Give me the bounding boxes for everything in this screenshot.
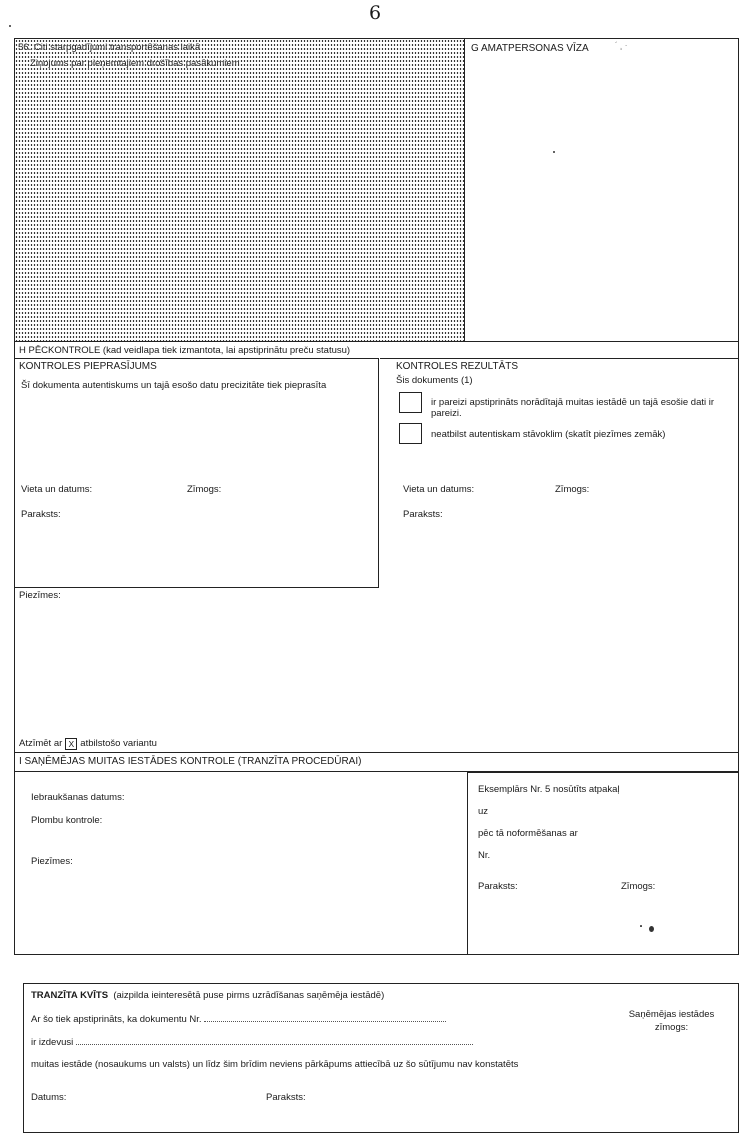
place-date-label: Vieta un datums:	[21, 484, 93, 495]
control-request-body: Šī dokumenta autentiskums un tajā esošo …	[21, 380, 327, 391]
result-checkbox-not-authentic[interactable]	[399, 423, 422, 444]
copy-returned-line3: pēc tā noformēšanas ar	[478, 828, 578, 839]
scan-artifact: ´ ¸ ·	[615, 41, 628, 50]
result-option-correct-label: ir pareizi apstiprināts norādītajā muita…	[431, 397, 715, 419]
hatched-box-56: 56. Citi starpgadījumi transportēšanas l…	[15, 39, 465, 341]
control-result-title: KONTROLES REZULTĀTS	[396, 361, 519, 372]
control-request-box: KONTROLES PIEPRASĪJUMS Šī dokumenta aute…	[15, 358, 379, 588]
result-checkbox-correct[interactable]	[399, 392, 422, 413]
control-result-intro: Šis dokuments (1)	[396, 375, 473, 386]
result-option-not-authentic-label: neatbilst autentiskam stāvoklim (skatīt …	[431, 429, 666, 440]
copy-returned-line4: Nr.	[478, 850, 491, 861]
box56-title: 56. Citi starpgadījumi transportēšanas l…	[18, 42, 201, 53]
receipt-line2: ir izdevusi	[31, 1036, 473, 1048]
ink-blot	[649, 926, 654, 932]
signature-label: Paraksts:	[266, 1092, 306, 1103]
receiving-office-stamp-label: Saņēmējas iestādes zīmogs:	[628, 1009, 715, 1033]
signature-label: Paraksts:	[403, 509, 443, 520]
box56-subtitle: Ziņojums par pieņemtajiem drošības pasāk…	[30, 58, 240, 69]
control-result-box: KONTROLES REZULTĀTS Šis dokuments (1) ir…	[380, 358, 738, 587]
copy-returned-line1: Eksemplārs Nr. 5 nosūtīts atpakaļ	[478, 784, 620, 795]
fill-in-line[interactable]	[204, 1013, 447, 1022]
section-h-header: H PĒCKONTROLE (kad veidlapa tiek izmanto…	[15, 341, 738, 359]
scan-artifact	[553, 151, 555, 153]
remarks-label: Piezīmes:	[31, 856, 73, 867]
fill-in-line[interactable]	[75, 1036, 473, 1045]
tick-x-box: X	[65, 738, 78, 750]
section-i-title: I SAŅĒMĒJAS MUITAS IESTĀDES KONTROLE (TR…	[19, 756, 362, 767]
copy5-returned-box: Eksemplārs Nr. 5 nosūtīts atpakaļ uz pēc…	[467, 772, 738, 954]
receipt-line1: Ar šo tiek apstiprināts, ka dokumentu Nr…	[31, 1013, 447, 1025]
receipt-title-row: TRANZĪTA KVĪTS (aizpilda ieinteresētā pu…	[31, 990, 384, 1001]
receipt-title: TRANZĪTA KVĪTS	[31, 990, 109, 1001]
receipt-line3: muitas iestāde (nosaukums un valsts) un …	[31, 1059, 519, 1070]
section-h-title: H PĒCKONTROLE (kad veidlapa tiek izmanto…	[19, 345, 351, 356]
transit-receipt-box: TRANZĪTA KVĪTS (aizpilda ieinteresētā pu…	[23, 983, 739, 1133]
scan-artifact	[9, 25, 11, 27]
remarks-label: Piezīmes:	[19, 590, 61, 601]
signature-label: Paraksts:	[21, 509, 61, 520]
stamp-label: Zīmogs:	[187, 484, 222, 495]
control-request-title: KONTROLES PIEPRASĪJUMS	[19, 361, 157, 372]
arrival-date-label: Iebraukšanas datums:	[31, 792, 125, 803]
stamp-label: Zīmogs:	[621, 881, 656, 892]
seals-control-label: Plombu kontrole:	[31, 815, 103, 826]
copy-returned-line2: uz	[478, 806, 489, 817]
place-date-label: Vieta un datums:	[403, 484, 475, 495]
receipt-line1-label: Ar šo tiek apstiprināts, ka dokumentu Nr…	[31, 1014, 202, 1025]
page-number: 6	[368, 2, 382, 24]
receipt-line2-label: ir izdevusi	[31, 1037, 74, 1048]
section-i-header: I SAŅĒMĒJAS MUITAS IESTĀDES KONTROLE (TR…	[15, 752, 738, 772]
date-label: Datums:	[31, 1092, 67, 1103]
receipt-title-note: (aizpilda ieinteresētā puse pirms uzrādī…	[113, 990, 385, 1001]
tick-note-prefix: Atzīmēt ar	[19, 738, 63, 749]
customs-form: 56. Citi starpgadījumi transportēšanas l…	[14, 38, 739, 955]
signature-label: Paraksts:	[478, 881, 518, 892]
section-g-box: G AMATPERSONAS VĪZA ´ ¸ ·	[465, 39, 738, 341]
ink-speck	[640, 925, 642, 927]
stamp-label: Zīmogs:	[555, 484, 590, 495]
section-g-title: G AMATPERSONAS VĪZA	[471, 43, 589, 54]
tick-note-suffix: atbilstošo variantu	[80, 738, 157, 749]
